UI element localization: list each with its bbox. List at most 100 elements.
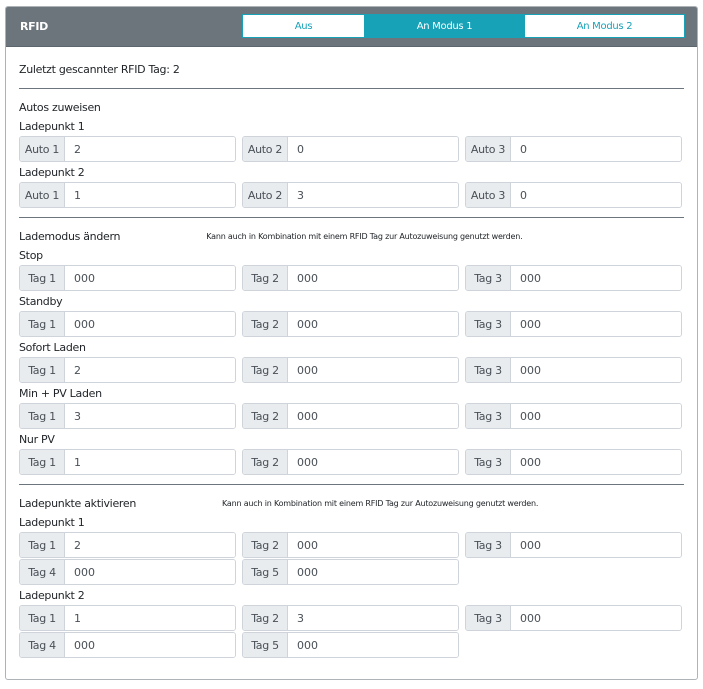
- input-group: Tag 3: [465, 403, 682, 429]
- tag-input[interactable]: [65, 183, 235, 207]
- tag-input[interactable]: [65, 404, 235, 428]
- input-prefix-label: Tag 1: [20, 358, 65, 382]
- card-title: RFID: [20, 20, 49, 33]
- input-group: Tag 2: [242, 311, 459, 337]
- tag-input[interactable]: [511, 183, 681, 207]
- input-prefix-label: Tag 3: [466, 606, 511, 630]
- tag-input[interactable]: [288, 266, 458, 290]
- section-title: Autos zuweisen: [19, 101, 101, 114]
- tag-input[interactable]: [65, 312, 235, 336]
- input-prefix-label: Auto 2: [243, 137, 288, 161]
- input-prefix-label: Tag 1: [20, 312, 65, 336]
- tag-input[interactable]: [288, 137, 458, 161]
- input-prefix-label: Tag 1: [20, 533, 65, 557]
- input-prefix-label: Tag 2: [243, 404, 288, 428]
- input-prefix-label: Tag 5: [243, 560, 288, 584]
- input-group: Auto 1: [19, 182, 236, 208]
- tag-input[interactable]: [511, 358, 681, 382]
- tag-input[interactable]: [511, 312, 681, 336]
- tag-input[interactable]: [288, 633, 458, 657]
- section-header: Autos zuweisen: [19, 98, 684, 117]
- section-title: Lademodus ändern: [19, 230, 121, 243]
- tag-input[interactable]: [65, 606, 235, 630]
- input-prefix-label: Tag 2: [243, 606, 288, 630]
- input-row: Tag 1 Tag 2 Tag 3: [19, 403, 684, 429]
- input-prefix-label: Tag 3: [466, 404, 511, 428]
- tag-input[interactable]: [65, 560, 235, 584]
- tag-input[interactable]: [288, 606, 458, 630]
- input-prefix-label: Auto 3: [466, 183, 511, 207]
- input-prefix-label: Tag 4: [20, 633, 65, 657]
- input-prefix-label: Tag 3: [466, 450, 511, 474]
- group-label: Stop: [19, 249, 43, 262]
- group-label: Standby: [19, 295, 63, 308]
- tag-input[interactable]: [511, 450, 681, 474]
- mode-an-modus-2-button[interactable]: An Modus 2: [576, 20, 633, 32]
- input-group: Auto 3: [465, 182, 682, 208]
- input-row: Tag 1 Tag 2 Tag 3: [19, 605, 684, 631]
- card-body: Zuletzt gescannter RFID Tag: 2 Autos zuw…: [6, 60, 697, 658]
- input-prefix-label: Tag 1: [20, 606, 65, 630]
- tag-input[interactable]: [288, 183, 458, 207]
- input-group: Tag 1: [19, 605, 236, 631]
- input-row: Auto 1 Auto 2 Auto 3: [19, 182, 684, 208]
- input-prefix-label: Tag 1: [20, 404, 65, 428]
- tag-input[interactable]: [511, 266, 681, 290]
- input-group: Tag 3: [465, 311, 682, 337]
- input-group: Tag 5: [242, 559, 459, 585]
- input-group: Tag 1: [19, 449, 236, 475]
- input-row: Tag 1 Tag 2 Tag 3: [19, 357, 684, 383]
- input-prefix-label: Tag 3: [466, 358, 511, 382]
- input-prefix-label: Tag 3: [466, 312, 511, 336]
- mode-toggle: Aus An Modus 1 An Modus 2: [242, 14, 685, 38]
- section-title: Ladepunkte aktivieren: [19, 497, 137, 510]
- tag-input[interactable]: [288, 450, 458, 474]
- input-row: Tag 1 Tag 2 Tag 3: [19, 449, 684, 475]
- input-prefix-label: Tag 2: [243, 266, 288, 290]
- input-prefix-label: Tag 2: [243, 450, 288, 474]
- tag-input[interactable]: [65, 266, 235, 290]
- input-group: Tag 2: [242, 532, 459, 558]
- tag-input[interactable]: [511, 606, 681, 630]
- input-group: Tag 2: [242, 357, 459, 383]
- group-label: Ladepunkt 2: [19, 166, 85, 179]
- input-row: Tag 1 Tag 2 Tag 3: [19, 311, 684, 337]
- tag-input[interactable]: [288, 533, 458, 557]
- tag-input[interactable]: [288, 560, 458, 584]
- section-header: Ladepunkte aktivieren Kann auch in Kombin…: [19, 494, 684, 513]
- tag-input[interactable]: [511, 404, 681, 428]
- input-group: Auto 2: [242, 136, 459, 162]
- input-group: Auto 2: [242, 182, 459, 208]
- input-prefix-label: Tag 3: [466, 266, 511, 290]
- tag-input[interactable]: [288, 312, 458, 336]
- section-divider: [19, 484, 684, 485]
- group-label: Nur PV: [19, 433, 55, 446]
- section-divider: [19, 88, 684, 89]
- tag-input[interactable]: [65, 633, 235, 657]
- tag-input[interactable]: [288, 404, 458, 428]
- section-note: Kann auch in Kombination mit einem RFID …: [206, 232, 523, 241]
- mode-an-modus-1-button[interactable]: An Modus 1: [364, 15, 525, 37]
- input-group: Tag 2: [242, 403, 459, 429]
- input-group: Tag 2: [242, 605, 459, 631]
- input-group: Auto 1: [19, 136, 236, 162]
- input-group: Tag 1: [19, 403, 236, 429]
- input-group: Tag 4: [19, 559, 236, 585]
- group-label: Ladepunkt 2: [19, 589, 85, 602]
- tag-input[interactable]: [65, 358, 235, 382]
- tag-input[interactable]: [65, 450, 235, 474]
- mode-aus-button[interactable]: Aus: [294, 20, 313, 32]
- tag-input[interactable]: [65, 137, 235, 161]
- input-group: Tag 3: [465, 357, 682, 383]
- tag-input[interactable]: [65, 533, 235, 557]
- tag-input[interactable]: [511, 533, 681, 557]
- input-prefix-label: Tag 1: [20, 266, 65, 290]
- input-prefix-label: Tag 2: [243, 312, 288, 336]
- input-group: Auto 3: [465, 136, 682, 162]
- input-group: Tag 2: [242, 449, 459, 475]
- tag-input[interactable]: [288, 358, 458, 382]
- input-row: Tag 4 Tag 5: [19, 632, 684, 658]
- input-prefix-label: Auto 1: [20, 137, 65, 161]
- input-prefix-label: Auto 3: [466, 137, 511, 161]
- tag-input[interactable]: [511, 137, 681, 161]
